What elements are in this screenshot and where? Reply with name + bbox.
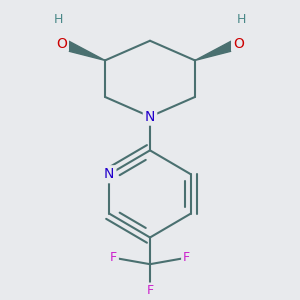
Text: N: N [145,110,155,124]
Text: H: H [54,13,63,26]
Text: N: N [104,167,114,181]
Text: H: H [237,13,246,26]
Text: O: O [56,37,67,50]
Text: F: F [183,251,190,264]
Text: O: O [233,37,244,50]
Polygon shape [195,38,241,60]
Polygon shape [59,38,105,60]
Text: F: F [146,284,154,297]
Text: F: F [110,251,117,264]
